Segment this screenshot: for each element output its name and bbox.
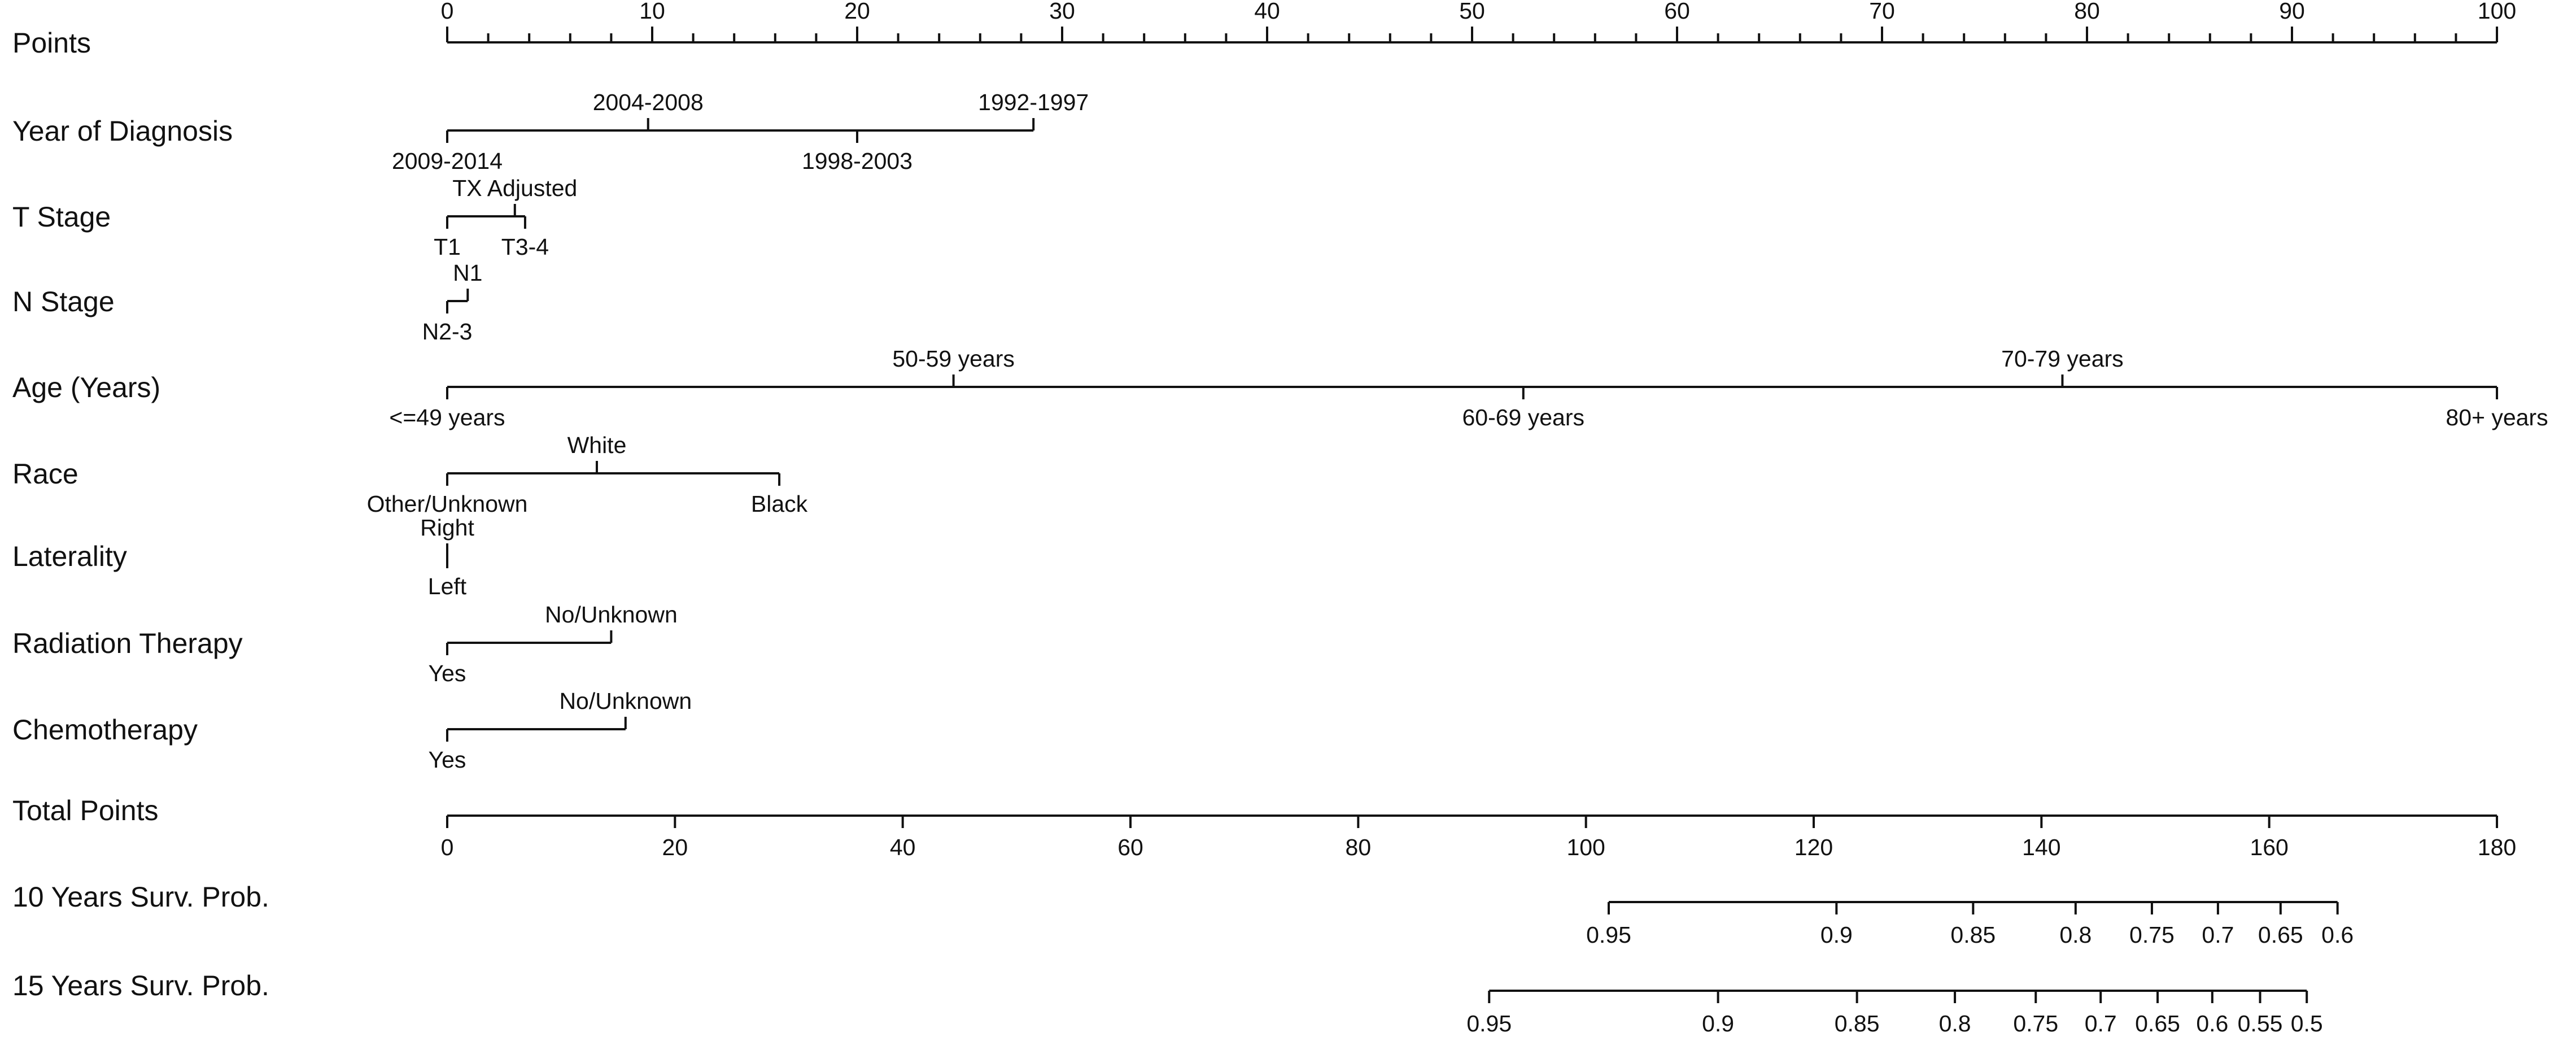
level-label: White [567, 432, 627, 458]
total-points-tick-label: 0 [441, 834, 454, 860]
survival-tick-label: 0.75 [2129, 922, 2175, 948]
level-label: 60-69 years [1462, 404, 1584, 430]
row-label-2: T Stage [12, 201, 111, 233]
points-tick-label: 60 [1664, 0, 1690, 24]
survival-tick-label: 0.65 [2135, 1010, 2180, 1036]
level-label: Other/Unknown [367, 491, 528, 517]
row-label-4: Age (Years) [12, 372, 160, 403]
level-label: 2004-2008 [593, 89, 704, 115]
level-label: 50-59 years [892, 346, 1015, 372]
survival-tick-label: 0.9 [1820, 922, 1853, 948]
points-tick-label: 90 [2279, 0, 2305, 24]
level-label: T1 [434, 234, 461, 260]
points-tick-label: 20 [844, 0, 870, 24]
level-label: Left [428, 573, 467, 599]
row-label-5: Race [12, 458, 78, 490]
survival-tick-label: 0.8 [1939, 1010, 1971, 1036]
level-label: 70-79 years [2001, 346, 2124, 372]
survival-tick-label: 0.9 [1702, 1010, 1734, 1036]
total-points-tick-label: 180 [2478, 834, 2516, 860]
level-label: 1998-2003 [802, 148, 912, 174]
level-label: N2-3 [422, 319, 473, 345]
survival-tick-label: 0.65 [2258, 922, 2303, 948]
survival-tick-label: 0.85 [1835, 1010, 1880, 1036]
level-label: <=49 years [389, 404, 505, 430]
total-points-tick-label: 80 [1346, 834, 1372, 860]
row-label-11: 15 Years Surv. Prob. [12, 970, 269, 1001]
total-points-tick-label: 40 [890, 834, 916, 860]
survival-tick-label: 0.7 [2202, 922, 2234, 948]
level-label: N1 [453, 260, 482, 286]
level-label: Black [751, 491, 808, 517]
survival-tick-label: 0.6 [2321, 922, 2354, 948]
survival-tick-label: 0.75 [2013, 1010, 2058, 1036]
points-tick-label: 80 [2074, 0, 2100, 24]
survival-tick-label: 0.7 [2085, 1010, 2117, 1036]
points-tick-label: 40 [1254, 0, 1280, 24]
level-label: 2009-2014 [392, 148, 503, 174]
total-points-tick-label: 100 [1566, 834, 1605, 860]
row-label-8: Chemotherapy [12, 714, 198, 746]
row-label-10: 10 Years Surv. Prob. [12, 881, 269, 913]
level-label: TX Adjusted [452, 175, 577, 201]
survival-tick-label: 0.6 [2196, 1010, 2228, 1036]
level-label: 1992-1997 [978, 89, 1089, 115]
total-points-tick-label: 140 [2022, 834, 2060, 860]
points-tick-label: 100 [2478, 0, 2516, 24]
survival-tick-label: 0.95 [1466, 1010, 1512, 1036]
points-tick-label: 30 [1049, 0, 1075, 24]
total-points-tick-label: 120 [1795, 834, 1833, 860]
total-points-tick-label: 160 [2250, 834, 2288, 860]
points-tick-label: 70 [1869, 0, 1895, 24]
survival-tick-label: 0.5 [2291, 1010, 2323, 1036]
survival-tick-label: 0.8 [2059, 922, 2092, 948]
level-label: Yes [429, 660, 466, 686]
row-label-1: Year of Diagnosis [12, 115, 233, 147]
level-label: 80+ years [2446, 404, 2548, 430]
survival-tick-label: 0.85 [1950, 922, 1996, 948]
row-label-7: Radiation Therapy [12, 628, 243, 659]
points-tick-label: 50 [1459, 0, 1485, 24]
total-points-tick-label: 20 [662, 834, 688, 860]
level-label: Yes [429, 747, 466, 773]
level-label: No/Unknown [559, 688, 692, 714]
survival-tick-label: 0.55 [2238, 1010, 2283, 1036]
row-label-3: N Stage [12, 286, 115, 317]
points-tick-label: 0 [441, 0, 454, 24]
total-points-tick-label: 60 [1117, 834, 1143, 860]
level-label: No/Unknown [545, 602, 678, 628]
row-label-0: Points [12, 27, 91, 59]
level-label: T3-4 [501, 234, 549, 260]
level-label: Right [420, 515, 474, 541]
row-label-9: Total Points [12, 795, 158, 826]
points-tick-label: 10 [639, 0, 665, 24]
survival-tick-label: 0.95 [1586, 922, 1631, 948]
row-label-6: Laterality [12, 541, 127, 572]
